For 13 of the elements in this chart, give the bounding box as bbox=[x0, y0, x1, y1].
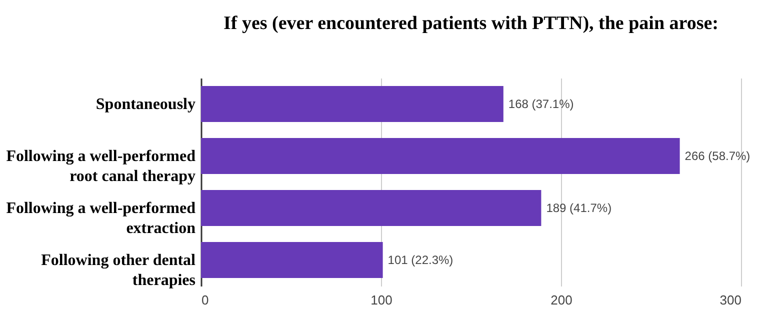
data-label: 101 (22.3%) bbox=[388, 253, 454, 267]
data-label: 189 (41.7%) bbox=[546, 201, 612, 215]
chart-title: If yes (ever encountered patients with PTTN), the pain arose: bbox=[223, 13, 719, 34]
data-label: 168 (37.1%) bbox=[508, 97, 574, 111]
x-tick-label: 200 bbox=[550, 292, 572, 308]
y-tick-label: Spontaneously bbox=[96, 96, 196, 113]
x-tick-label: 0 bbox=[202, 292, 209, 308]
x-tick-label: 100 bbox=[370, 292, 392, 308]
y-tick-label: Following other dental therapies bbox=[41, 252, 196, 289]
y-tick-label: Following a well-performed root canal therapy bbox=[6, 148, 196, 185]
x-tick-label: 300 bbox=[720, 292, 742, 308]
y-tick-label: Following a well-performed extraction bbox=[6, 200, 196, 237]
data-label: 266 (58.7%) bbox=[684, 149, 750, 163]
